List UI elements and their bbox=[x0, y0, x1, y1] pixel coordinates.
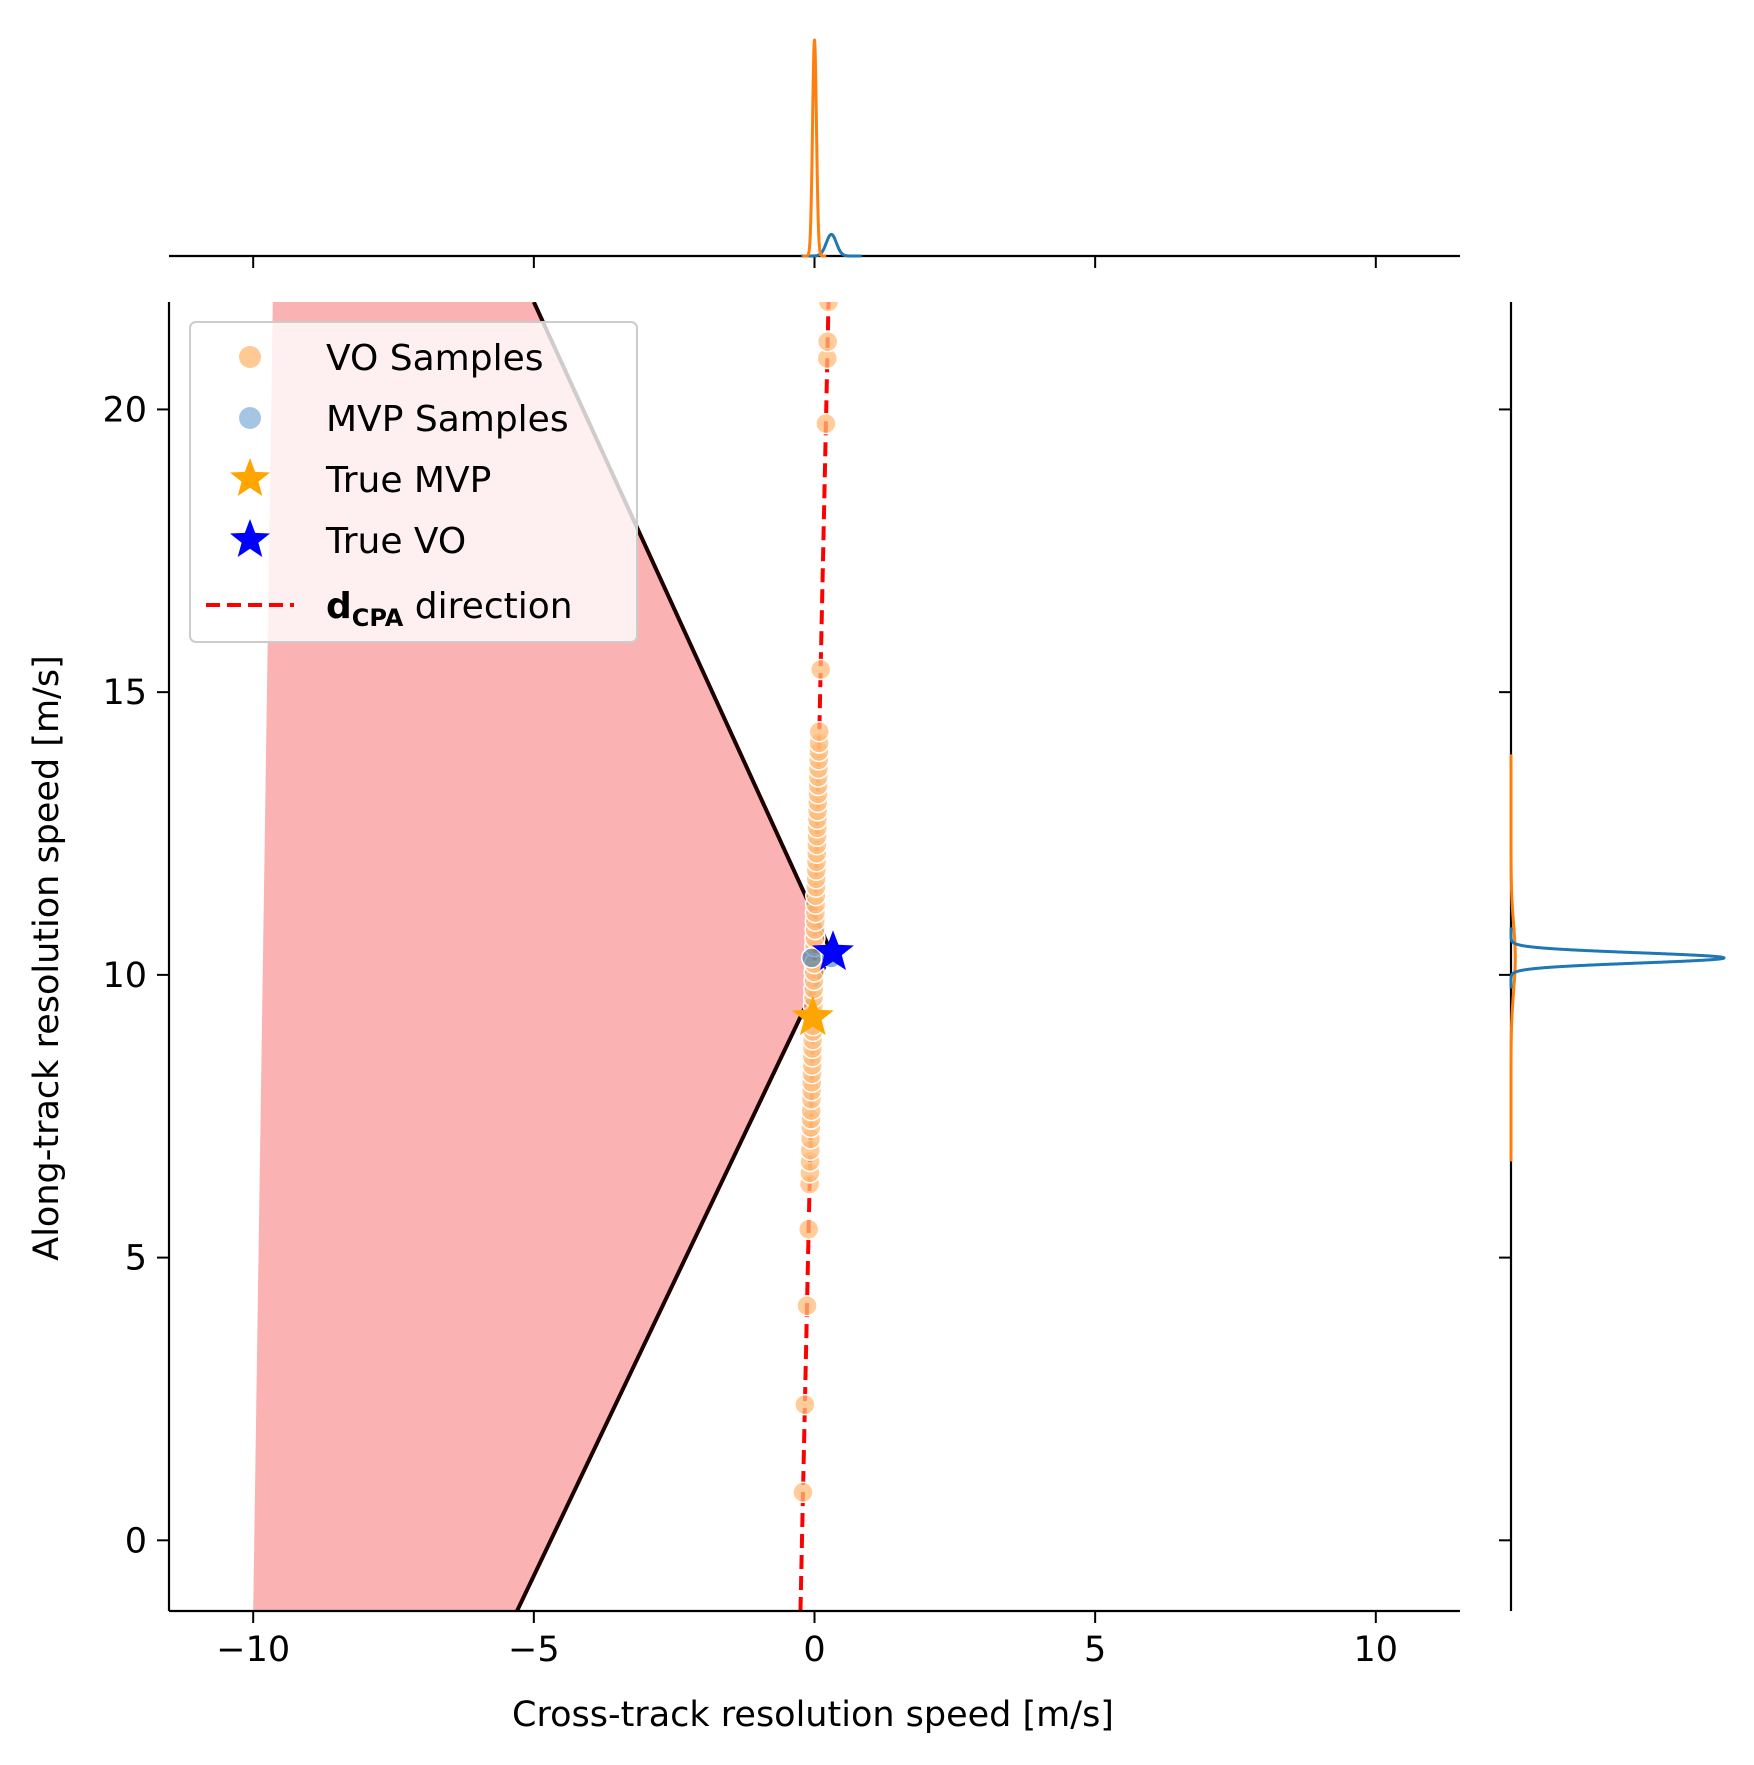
right-marginal-kde bbox=[1499, 302, 1726, 1611]
x-tick-label: 0 bbox=[803, 1630, 825, 1670]
x-tick-label: 5 bbox=[1084, 1630, 1106, 1670]
vo-sample-point bbox=[808, 720, 831, 743]
top-kde-vo-curve bbox=[802, 38, 827, 258]
vo-sample-point bbox=[796, 1294, 818, 1317]
true-mvp-star bbox=[791, 995, 834, 1036]
legend: VO Samples MVP Samples True MVP True VO dCPA… bbox=[189, 321, 638, 643]
vo-sample-point bbox=[816, 330, 839, 353]
vo-sample-point bbox=[817, 302, 840, 313]
true-vo-star bbox=[812, 930, 854, 971]
main-axes: −10 −5 0 5 10 0 5 10 15 20 bbox=[102, 302, 1460, 1670]
mvp_samples-legend-label: MVP Samples bbox=[326, 399, 569, 440]
top-marginal-kde bbox=[169, 38, 1460, 268]
vo-lower-boundary bbox=[515, 951, 834, 1611]
top-kde-mvp-curve bbox=[801, 232, 862, 258]
x-tick-label: −5 bbox=[508, 1630, 560, 1670]
vo-sample-point bbox=[794, 1393, 816, 1416]
legend-box bbox=[189, 321, 638, 643]
vo-sample-point bbox=[792, 1481, 814, 1504]
x-tick-label: −10 bbox=[216, 1630, 290, 1670]
true_vo-legend-label: True VO bbox=[325, 521, 466, 562]
vo_samples-legend-marker bbox=[239, 346, 261, 368]
vo-sample-point bbox=[797, 1218, 820, 1241]
y-axis-label: Along-track resolution speed [m/s] bbox=[27, 655, 67, 1260]
true_mvp-legend-label: True MVP bbox=[325, 460, 491, 501]
dcpa-legend-label: dCPA direction bbox=[326, 586, 573, 632]
y-tick-label: 5 bbox=[125, 1239, 147, 1279]
vo-samples-layer bbox=[792, 302, 840, 1504]
x-axis-label: Cross-track resolution speed [m/s] bbox=[512, 1695, 1114, 1735]
true-points-layer bbox=[791, 930, 854, 1036]
right-kde-mvp-curve bbox=[1509, 927, 1726, 989]
right-kde-vo-curve bbox=[1509, 754, 1517, 1162]
vo-sample-point bbox=[809, 658, 832, 681]
y-tick-label: 0 bbox=[125, 1521, 147, 1561]
y-tick-label: 15 bbox=[102, 673, 147, 713]
vo-sample-point bbox=[815, 412, 837, 435]
y-tick-label: 10 bbox=[102, 956, 147, 996]
y-tick-label: 20 bbox=[102, 390, 147, 430]
mvp_samples-legend-marker bbox=[239, 407, 261, 429]
x-tick-label: 10 bbox=[1354, 1630, 1399, 1670]
true_mvp-legend-marker bbox=[230, 458, 270, 496]
true_vo-legend-marker bbox=[230, 519, 270, 557]
mvp-sample-point bbox=[800, 947, 823, 969]
vo_samples-legend-label: VO Samples bbox=[326, 338, 544, 379]
